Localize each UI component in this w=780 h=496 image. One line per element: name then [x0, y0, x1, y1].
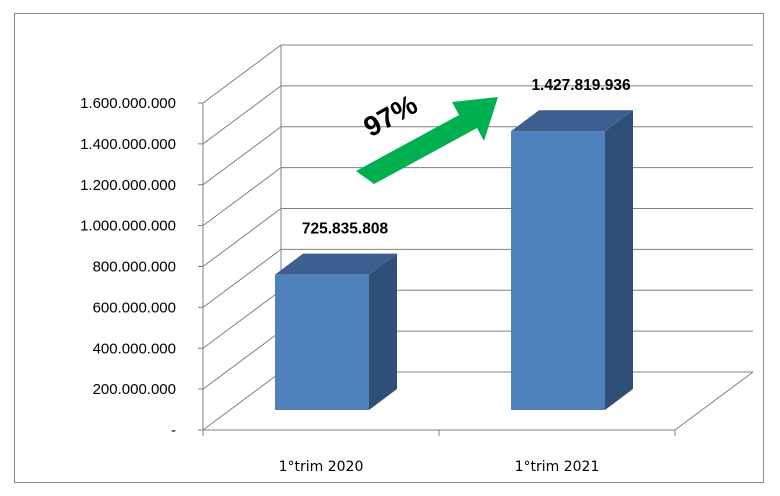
bars: [275, 110, 633, 410]
gridline-depth: [202, 289, 282, 349]
growth-percentage-label: 97%: [358, 89, 422, 143]
x-axis-category-label: 1°trim 2021: [515, 459, 600, 475]
green-up-arrow-icon: [356, 97, 498, 184]
bar-top: [275, 253, 397, 275]
y-tick-label: 1.200.000.000: [80, 177, 176, 194]
chart-area: [14, 13, 764, 483]
x-axis-category-label: 1°trim 2020: [279, 459, 364, 475]
bar: [511, 110, 633, 410]
y-tick-label: 600.000.000: [93, 299, 176, 316]
floor-edge: [674, 371, 754, 431]
gridline-depth: [202, 371, 282, 431]
bar-side: [605, 110, 633, 410]
bar-side: [369, 253, 397, 410]
y-tick-label: 800.000.000: [93, 259, 176, 276]
gridline-depth: [202, 208, 282, 267]
bar: [275, 253, 397, 410]
y-tick-label: 400.000.000: [93, 340, 176, 357]
gridline-depth: [202, 44, 282, 104]
y-tick-label: 200.000.000: [93, 381, 176, 398]
data-label: 1.427.819.936: [531, 77, 631, 94]
gridline-depth: [202, 85, 282, 145]
y-axis-tick-labels: - 200.000.000 400.000.000 600.000.000 800.00…: [80, 95, 176, 439]
gridline-depth: [202, 126, 282, 186]
data-label: 725.835.808: [302, 221, 389, 238]
gridline-depth: [202, 248, 282, 308]
bar-front: [511, 131, 605, 410]
bar-front: [275, 274, 369, 410]
growth-annotation: 97%: [356, 89, 498, 184]
y-tick-label: 1.000.000.000: [80, 218, 176, 235]
gridline-depth: [202, 167, 282, 227]
y-tick-label: -: [171, 422, 176, 439]
y-tick-label: 1.400.000.000: [80, 136, 176, 153]
y-tick-label: 1.600.000.000: [80, 95, 176, 112]
axes: [198, 102, 676, 436]
gridline-depth: [202, 330, 282, 390]
bar-top: [511, 110, 633, 132]
data-labels: 725.835.808 1.427.819.936: [302, 77, 631, 237]
x-axis-category-labels: 1°trim 2020 1°trim 2021: [279, 459, 600, 475]
